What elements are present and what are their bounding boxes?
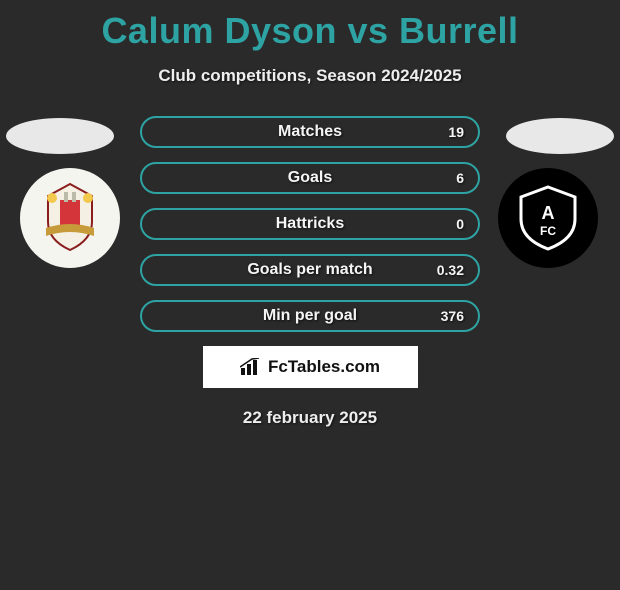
brand-badge: FcTables.com <box>203 346 418 388</box>
date-label: 22 february 2025 <box>0 408 620 428</box>
crest-left-icon <box>30 178 110 258</box>
stat-bars: Matches 19 Goals 6 Hattricks 0 Goals per… <box>140 116 480 332</box>
svg-text:A: A <box>542 203 555 223</box>
club-logo-right: A FC <box>498 168 598 268</box>
bars-icon <box>240 358 262 376</box>
brand-text: FcTables.com <box>268 357 380 377</box>
comparison-area: A FC Matches 19 Goals 6 Hattricks 0 Goal… <box>0 116 620 428</box>
stat-label: Min per goal <box>263 307 357 325</box>
stat-value: 376 <box>441 308 464 324</box>
stat-bar-min-per-goal: Min per goal 376 <box>140 300 480 332</box>
stat-bar-goals: Goals 6 <box>140 162 480 194</box>
crest-right-icon: A FC <box>508 178 588 258</box>
stat-value: 0 <box>456 216 464 232</box>
stat-bar-hattricks: Hattricks 0 <box>140 208 480 240</box>
stat-label: Matches <box>278 123 342 141</box>
stat-bar-matches: Matches 19 <box>140 116 480 148</box>
stat-label: Hattricks <box>276 215 344 233</box>
svg-text:FC: FC <box>540 224 556 238</box>
player-left-placeholder <box>6 118 114 154</box>
page-title: Calum Dyson vs Burrell <box>0 10 620 52</box>
stat-value: 6 <box>456 170 464 186</box>
stat-label: Goals <box>288 169 332 187</box>
stat-label: Goals per match <box>247 261 372 279</box>
club-logo-left <box>20 168 120 268</box>
stat-value: 0.32 <box>437 262 464 278</box>
player-right-placeholder <box>506 118 614 154</box>
subtitle: Club competitions, Season 2024/2025 <box>0 66 620 86</box>
stat-bar-goals-per-match: Goals per match 0.32 <box>140 254 480 286</box>
stat-value: 19 <box>448 124 464 140</box>
